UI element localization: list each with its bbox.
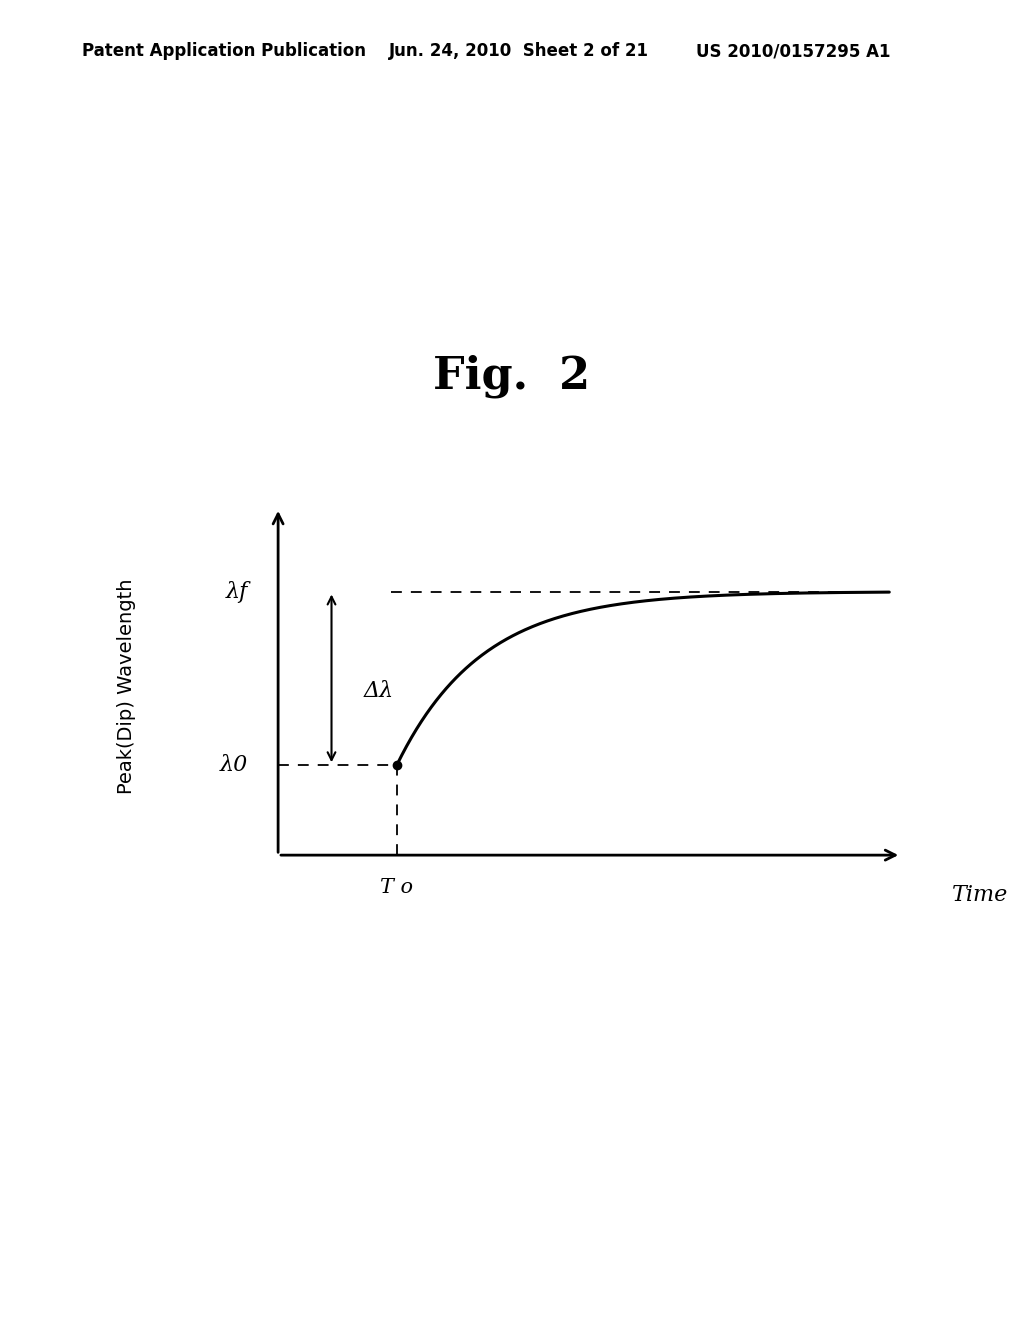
Text: λ0: λ0 bbox=[220, 754, 249, 776]
Text: Peak(Dip) Wavelength: Peak(Dip) Wavelength bbox=[117, 578, 136, 795]
Text: Patent Application Publication: Patent Application Publication bbox=[82, 42, 366, 61]
Text: Δλ: Δλ bbox=[365, 680, 394, 702]
Text: Time: Time bbox=[952, 884, 1009, 907]
Text: T o: T o bbox=[380, 878, 414, 896]
Text: Jun. 24, 2010  Sheet 2 of 21: Jun. 24, 2010 Sheet 2 of 21 bbox=[389, 42, 649, 61]
Text: US 2010/0157295 A1: US 2010/0157295 A1 bbox=[696, 42, 891, 61]
Text: Fig.  2: Fig. 2 bbox=[433, 355, 591, 397]
Text: λf: λf bbox=[226, 581, 249, 603]
